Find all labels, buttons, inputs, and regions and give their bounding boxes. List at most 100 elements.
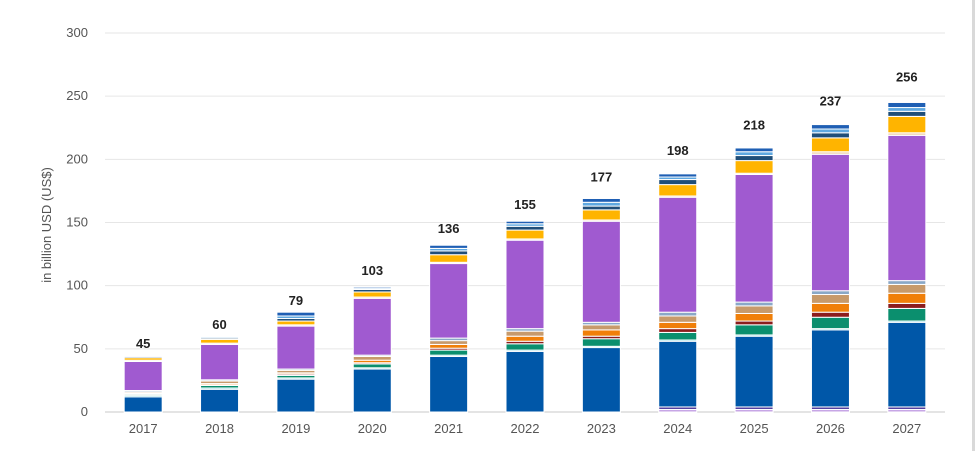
bar-segment[interactable] — [810, 128, 850, 134]
bar-segment[interactable] — [658, 196, 698, 313]
bar-2018 — [200, 335, 240, 413]
bar-segment[interactable] — [581, 209, 621, 221]
bar-segment[interactable] — [581, 220, 621, 323]
bar-segment[interactable] — [810, 290, 850, 296]
bar-segment[interactable] — [200, 343, 240, 381]
bar-segment[interactable] — [887, 307, 927, 322]
bar-segment[interactable] — [658, 331, 698, 341]
bar-segment[interactable] — [505, 225, 545, 231]
bar-segment[interactable] — [429, 340, 469, 345]
bar-segment[interactable] — [658, 311, 698, 317]
bar-segment[interactable] — [887, 107, 927, 112]
bar-segment[interactable] — [352, 297, 392, 356]
total-label: 177 — [591, 169, 613, 184]
bar-segment[interactable] — [734, 147, 774, 153]
bar-segment[interactable] — [658, 173, 698, 178]
bar-segment[interactable] — [123, 360, 163, 392]
bar-segment[interactable] — [505, 330, 545, 337]
bar-segment[interactable] — [887, 110, 927, 117]
bar-segment[interactable] — [810, 316, 850, 330]
bar-segment[interactable] — [887, 134, 927, 282]
bar-segment[interactable] — [810, 302, 850, 313]
bar-segment[interactable] — [581, 347, 621, 413]
bar-segment[interactable] — [734, 335, 774, 408]
bar-segment[interactable] — [352, 368, 392, 413]
y-tick-label: 200 — [66, 151, 88, 166]
bar-segment[interactable] — [505, 335, 545, 342]
bar-2022 — [505, 220, 545, 413]
bar-segment[interactable] — [887, 101, 927, 109]
bar-segment[interactable] — [200, 388, 240, 413]
bar-segment[interactable] — [123, 354, 163, 357]
bar-segment[interactable] — [734, 155, 774, 162]
bar-segment[interactable] — [887, 292, 927, 304]
bar-segment[interactable] — [810, 329, 850, 408]
bar-segment[interactable] — [429, 244, 469, 249]
bar-segment[interactable] — [200, 338, 240, 344]
bar-segment[interactable] — [734, 324, 774, 336]
bar-segment[interactable] — [658, 179, 698, 186]
bar-segment[interactable] — [200, 335, 240, 338]
bar-segment[interactable] — [581, 197, 621, 203]
bar-segment[interactable] — [734, 320, 774, 326]
bar-segment[interactable] — [429, 355, 469, 413]
bar-segment[interactable] — [352, 286, 392, 289]
bar-segment[interactable] — [505, 350, 545, 413]
bar-segment[interactable] — [352, 363, 392, 369]
bar-segment[interactable] — [658, 328, 698, 333]
bar-segment[interactable] — [810, 132, 850, 139]
bar-segment[interactable] — [581, 324, 621, 331]
bar-segment[interactable] — [658, 321, 698, 330]
bar-segment[interactable] — [658, 340, 698, 408]
bar-segment[interactable] — [658, 184, 698, 197]
bar-segment[interactable] — [658, 315, 698, 323]
bar-segment[interactable] — [734, 305, 774, 314]
bar-segment[interactable] — [276, 320, 316, 326]
bar-segment[interactable] — [505, 220, 545, 225]
bar-segment[interactable] — [276, 378, 316, 413]
bar-segment[interactable] — [276, 325, 316, 370]
bar-segment[interactable] — [887, 115, 927, 134]
bar-segment[interactable] — [352, 291, 392, 298]
bar-2023 — [581, 197, 621, 413]
y-tick-label: 50 — [74, 341, 88, 356]
bar-segment[interactable] — [810, 124, 850, 130]
bar-segment[interactable] — [734, 301, 774, 307]
total-label: 103 — [361, 263, 383, 278]
bar-segment[interactable] — [734, 312, 774, 322]
bar-segment[interactable] — [429, 250, 469, 256]
bar-segment[interactable] — [887, 321, 927, 408]
bar-segment[interactable] — [352, 355, 392, 361]
bar-segment[interactable] — [581, 201, 621, 207]
x-tick-label: 2019 — [281, 421, 310, 436]
bar-segment[interactable] — [429, 349, 469, 356]
bar-segment[interactable] — [810, 311, 850, 318]
bar-segment[interactable] — [429, 263, 469, 339]
bars — [123, 101, 927, 413]
bar-segment[interactable] — [505, 239, 545, 330]
bar-segment[interactable] — [505, 343, 545, 351]
bar-segment[interactable] — [810, 153, 850, 292]
bar-segment[interactable] — [734, 160, 774, 174]
bar-segment[interactable] — [276, 311, 316, 317]
bar-segment[interactable] — [581, 329, 621, 337]
x-tick-label: 2021 — [434, 421, 463, 436]
y-tick-label: 250 — [66, 88, 88, 103]
bar-segment[interactable] — [505, 229, 545, 240]
total-label: 198 — [667, 143, 689, 158]
bar-segment[interactable] — [887, 302, 927, 309]
bar-segment[interactable] — [887, 280, 927, 285]
bar-segment[interactable] — [810, 137, 850, 153]
y-axis-ticks: 0 50 100 150 200 250 300 — [66, 25, 88, 419]
bar-segment[interactable] — [887, 283, 927, 294]
scrollbar-edge — [972, 0, 975, 451]
bar-segment[interactable] — [429, 254, 469, 263]
bar-segment[interactable] — [123, 396, 163, 413]
bar-segment[interactable] — [581, 338, 621, 347]
bar-segment[interactable] — [810, 294, 850, 304]
bar-segment[interactable] — [581, 205, 621, 211]
total-label: 256 — [896, 70, 918, 85]
bar-segment[interactable] — [734, 151, 774, 157]
bar-segment[interactable] — [734, 173, 774, 303]
bar-segment[interactable] — [429, 343, 469, 349]
